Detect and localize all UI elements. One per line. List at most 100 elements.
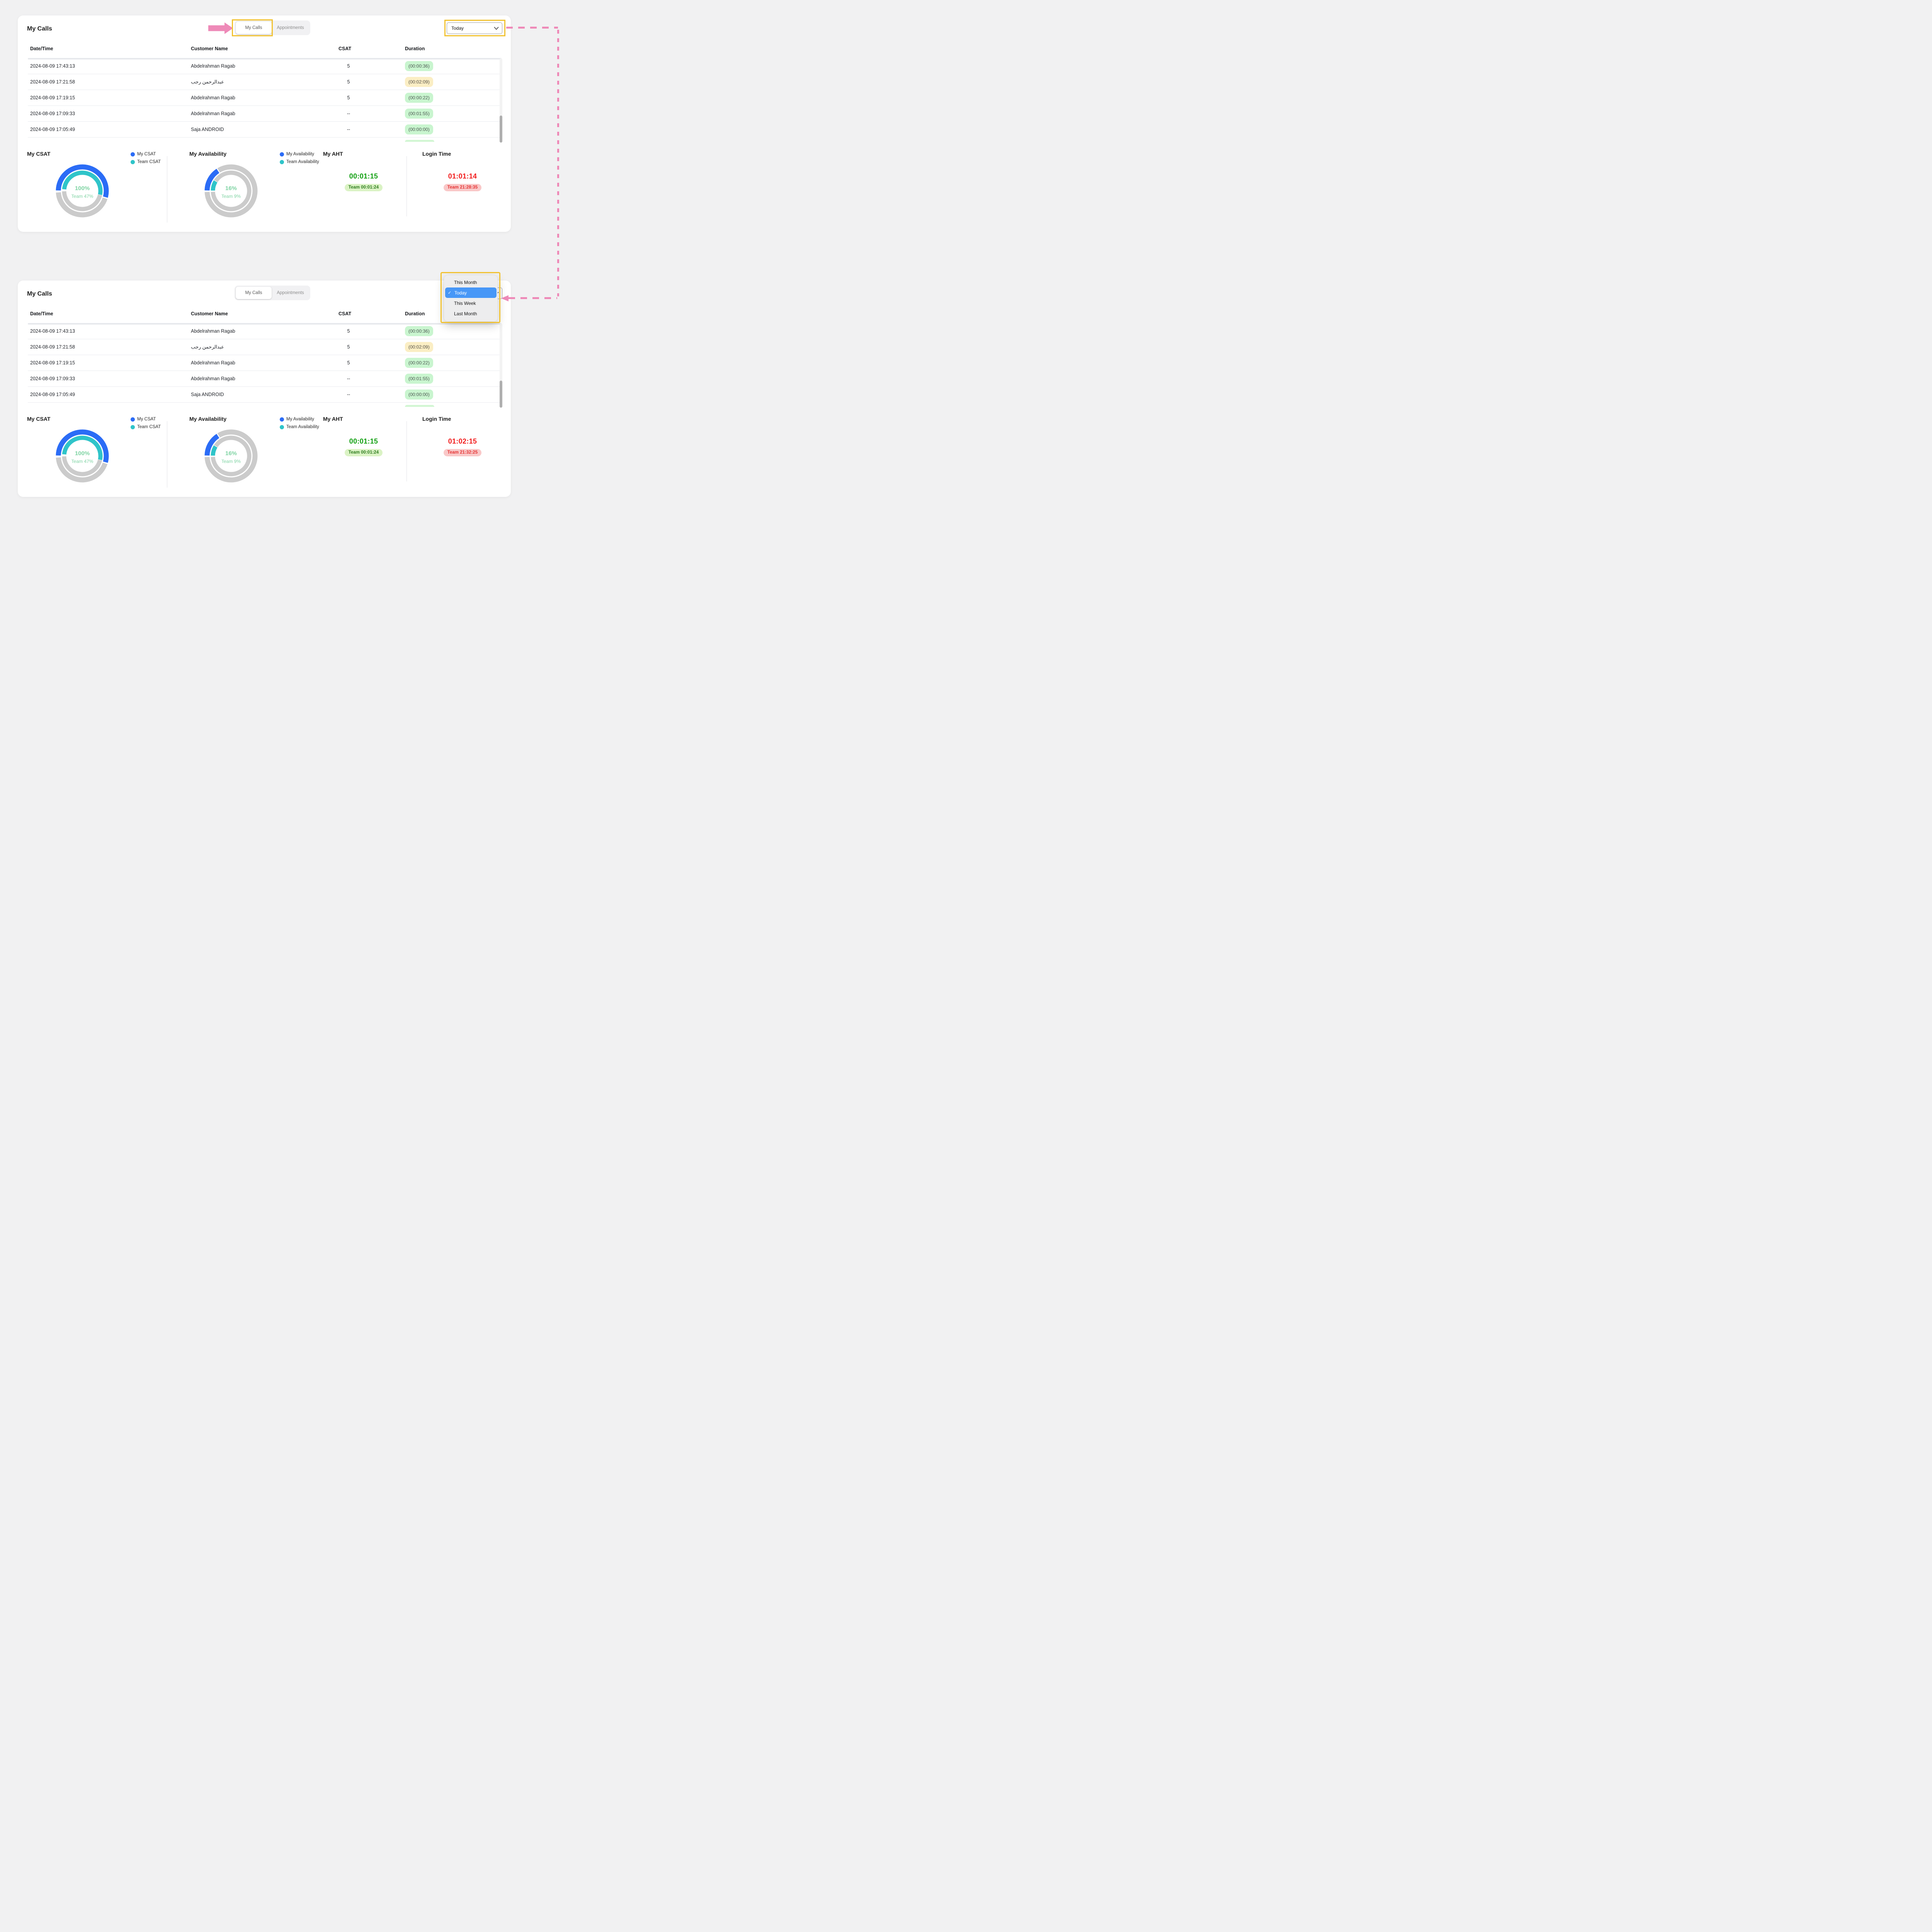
login-value: 01:01:14 [448, 172, 477, 180]
cell-datetime: 2024-08-09 17:43:13 [30, 63, 75, 69]
cell-csat: 5 [347, 79, 350, 85]
csat-section-title: My CSAT [27, 151, 51, 157]
cell-customer: عبدالرحمن رجب [191, 79, 224, 85]
table-row[interactable]: 2024-08-09 17:21:58 عبدالرحمن رجب 5 (00:… [28, 339, 502, 355]
menu-item[interactable]: Last Month [444, 308, 498, 319]
table-header-divider [28, 58, 502, 60]
table-row[interactable]: 2024-08-09 17:19:15 Abdelrahman Ragab 5 … [28, 355, 502, 371]
csat-center-team: Team 47% [71, 194, 94, 199]
cell-customer: Abdelrahman Ragab [191, 360, 235, 366]
tab-my-calls[interactable]: My Calls [236, 22, 272, 34]
table-row[interactable]: 2024-08-09 17:09:33 Abdelrahman Ragab --… [28, 371, 502, 387]
cell-duration: (00:00:00) [405, 389, 433, 400]
csat-ring-remainder [56, 164, 109, 218]
availability-center-value: 16% [225, 450, 237, 457]
date-filter-value: Today [451, 26, 464, 31]
legend-dot-my-csat [131, 152, 135, 156]
cell-customer: Abdelrahman Ragab [191, 63, 235, 69]
table-scrollbar-thumb[interactable] [500, 116, 502, 143]
login-metric: 01:01:14 Team 21:28:35 [429, 172, 497, 191]
availability-center-value: 16% [225, 185, 237, 192]
cell-duration: (00:01:55) [405, 374, 433, 384]
table-row[interactable]: 2024-08-09 17:43:13 Abdelrahman Ragab 5 … [28, 58, 502, 74]
aht-value: 00:01:15 [349, 437, 378, 445]
csat-center-value: 100% [75, 450, 90, 457]
aht-value: 00:01:15 [349, 172, 378, 180]
legend-dot-team-availability [280, 160, 284, 164]
cell-customer: Abdelrahman Ragab [191, 111, 235, 116]
date-filter-select[interactable]: Today [447, 22, 502, 34]
login-team-badge: Team 21:32:25 [443, 449, 482, 456]
legend-label-my-availability: My Availability [286, 417, 315, 422]
cell-duration: (00:00:36) [405, 61, 433, 71]
annotation-dashed-line-vertical [557, 30, 559, 296]
page-title: My Calls [27, 291, 52, 297]
menu-item-label: This Week [454, 300, 476, 306]
calls-table: 2024-08-09 17:43:13 Abdelrahman Ragab 5 … [28, 58, 502, 142]
cell-csat: -- [347, 392, 350, 397]
duration-badge: (00:00:22) [405, 358, 433, 368]
menu-item[interactable]: Today [445, 287, 497, 298]
cell-csat: 5 [347, 360, 350, 366]
menu-item-label: Last Month [454, 311, 477, 316]
login-team-badge: Team 21:28:35 [443, 184, 482, 191]
availability-section-title: My Availability [189, 416, 227, 422]
table-row[interactable]: 2024-08-09 17:19:15 Abdelrahman Ragab 5 … [28, 90, 502, 106]
cell-csat: -- [347, 111, 350, 116]
cell-duration: (00:00:22) [405, 358, 433, 368]
table-row[interactable]: 2024-08-09 17:05:49 Saja ANDROID -- (00:… [28, 122, 502, 138]
duration-badge: (00:02:09) [405, 342, 433, 352]
legend-label-my-csat: My CSAT [137, 152, 156, 156]
col-header-duration: Duration [405, 46, 425, 51]
tab-group: My Calls Appointments [235, 286, 310, 300]
legend-dot-team-csat [131, 425, 135, 429]
table-row[interactable]: 2024-08-09 17:09:33 Abdelrahman Ragab --… [28, 106, 502, 122]
aht-section-title: My AHT [323, 151, 343, 157]
table-scrollbar-thumb[interactable] [500, 381, 502, 408]
cell-duration: (00:00:36) [405, 326, 433, 336]
page-title: My Calls [27, 26, 52, 32]
section-divider [406, 421, 407, 481]
tab-appointments[interactable]: Appointments [277, 26, 304, 30]
cell-csat: -- [347, 376, 350, 381]
date-filter-dropdown-menu: This Month Today This Week Last Month [444, 275, 498, 321]
cell-customer: Abdelrahman Ragab [191, 376, 235, 381]
csat-ring-my [56, 164, 109, 218]
table-row-partial [405, 140, 434, 142]
section-divider [406, 156, 407, 216]
table-scrollbar[interactable] [500, 323, 502, 408]
duration-badge: (00:02:09) [405, 77, 433, 87]
table-row[interactable]: 2024-08-09 17:43:13 Abdelrahman Ragab 5 … [28, 323, 502, 339]
legend-label-my-availability: My Availability [286, 152, 315, 156]
csat-center-value: 100% [75, 185, 90, 192]
csat-legend: My CSAT Team CSAT [131, 417, 161, 429]
table-row[interactable]: 2024-08-09 17:05:49 Saja ANDROID -- (00:… [28, 387, 502, 403]
menu-item-label: Today [454, 290, 467, 296]
menu-item[interactable]: This Month [444, 277, 498, 287]
menu-item[interactable]: This Week [444, 298, 498, 308]
legend-dot-my-availability [280, 152, 284, 156]
legend-label-team-availability: Team Availability [286, 425, 319, 429]
col-header-datetime: Date/Time [30, 46, 53, 51]
dashboard-page: { "colors": { "highlight_yellow": "#f1c2… [0, 0, 568, 515]
legend-label-team-availability: Team Availability [286, 160, 319, 164]
aht-team-badge: Team 00:01:24 [344, 184, 383, 191]
table-row[interactable]: 2024-08-09 17:21:58 عبدالرحمن رجب 5 (00:… [28, 74, 502, 90]
cell-duration: (00:00:00) [405, 124, 433, 134]
tab-my-calls[interactable]: My Calls [236, 287, 272, 299]
cell-duration: (00:02:09) [405, 342, 433, 352]
cell-datetime: 2024-08-09 17:09:33 [30, 111, 75, 116]
cell-datetime: 2024-08-09 17:19:15 [30, 95, 75, 100]
tab-appointments[interactable]: Appointments [277, 291, 304, 295]
calls-table: 2024-08-09 17:43:13 Abdelrahman Ragab 5 … [28, 323, 502, 407]
csat-center-team: Team 47% [71, 459, 94, 464]
csat-donut-chart: 100% Team 47% [56, 429, 109, 483]
duration-badge: (00:00:00) [405, 389, 433, 400]
duration-badge: (00:01:55) [405, 374, 433, 384]
csat-section-title: My CSAT [27, 416, 51, 422]
my-calls-panel-bottom: My Calls My Calls Appointments Today Dat… [18, 281, 511, 497]
cell-datetime: 2024-08-09 17:21:58 [30, 344, 75, 350]
aht-metric: 00:01:15 Team 00:01:24 [331, 172, 396, 191]
table-scrollbar[interactable] [500, 58, 502, 143]
col-header-customer: Customer Name [191, 311, 228, 316]
